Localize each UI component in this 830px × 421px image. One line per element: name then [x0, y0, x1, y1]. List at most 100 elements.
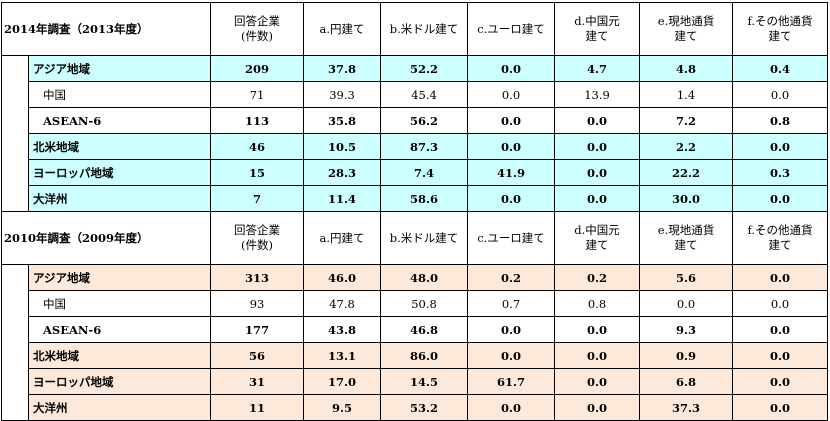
column-header-label: b.米ドル建て	[389, 230, 459, 245]
indent-cell	[1, 316, 29, 343]
column-header-label: f.その他通貨 建て	[747, 223, 813, 252]
value-cell: 0.0	[732, 133, 829, 160]
region-name: ASEAN-6	[27, 316, 212, 343]
column-header-label: c.ユーロ建て	[477, 21, 545, 36]
value-cell: 43.8	[303, 316, 382, 343]
value-cell: 0.0	[554, 342, 641, 369]
value-cell: 11	[210, 394, 305, 421]
value-cell: 0.0	[732, 290, 829, 317]
column-header: c.ユーロ建て	[467, 2, 556, 56]
value-cell: 0.9	[639, 342, 734, 369]
value-cell: 45.4	[380, 81, 469, 108]
column-header: e.現地通貨 建て	[639, 2, 734, 56]
table-row: ASEAN-6 177 43.8 46.8 0.0 0.0 9.3 0.0	[1, 316, 829, 343]
table-row: アジア地域 209 37.8 52.2 0.0 4.7 4.8 0.4	[1, 55, 829, 82]
value-cell: 0.0	[554, 107, 641, 134]
value-cell: 0.8	[554, 290, 641, 317]
table-row: 大洋州 7 11.4 58.6 0.0 0.0 30.0 0.0	[1, 185, 829, 212]
value-cell: 0.0	[467, 81, 556, 108]
column-header: d.中国元 建て	[554, 211, 641, 265]
value-cell: 28.3	[303, 159, 382, 186]
column-header: d.中国元 建て	[554, 2, 641, 56]
indent-cell	[1, 290, 29, 317]
column-header: a.円建て	[303, 2, 382, 56]
value-cell: 4.7	[554, 55, 641, 82]
value-cell: 7.2	[639, 107, 734, 134]
column-header-label: b.米ドル建て	[389, 21, 459, 36]
column-header: f.その他通貨 建て	[732, 211, 829, 265]
table-row: 中国 71 39.3 45.4 0.0 13.9 1.4 0.0	[1, 81, 829, 108]
table-row: 北米地域 56 13.1 86.0 0.0 0.0 0.9 0.0	[1, 342, 829, 369]
indent-cell	[1, 81, 29, 108]
value-cell: 7.4	[380, 159, 469, 186]
value-cell: 0.0	[732, 81, 829, 108]
table-row: アジア地域 313 46.0 48.0 0.2 0.2 5.6 0.0	[1, 264, 829, 291]
column-header: f.その他通貨 建て	[732, 2, 829, 56]
indent-cell	[1, 394, 29, 421]
region-name: ASEAN-6	[27, 107, 212, 134]
value-cell: 0.2	[554, 264, 641, 291]
indent-cell	[1, 342, 29, 369]
value-cell: 22.2	[639, 159, 734, 186]
value-cell: 35.8	[303, 107, 382, 134]
value-cell: 0.0	[732, 264, 829, 291]
region-name: 大洋州	[27, 394, 212, 421]
section-header-row: 2014年調査（2013年度） 回答企業 (件数) a.円建て b.米ドル建て c.ユー…	[0, 2, 829, 56]
table-row: 大洋州 11 9.5 53.2 0.0 0.0 37.3 0.0	[1, 394, 829, 421]
region-name: 北米地域	[27, 342, 212, 369]
value-cell: 52.2	[380, 55, 469, 82]
indent-cell	[1, 185, 29, 212]
value-cell: 0.0	[732, 316, 829, 343]
column-header-label: a.円建て	[319, 21, 365, 36]
indent-cell	[1, 368, 29, 395]
value-cell: 53.2	[380, 394, 469, 421]
value-cell: 87.3	[380, 133, 469, 160]
table-row: 中国 93 47.8 50.8 0.7 0.8 0.0 0.0	[1, 290, 829, 317]
value-cell: 14.5	[380, 368, 469, 395]
value-cell: 93	[210, 290, 305, 317]
value-cell: 9.3	[639, 316, 734, 343]
region-name: 北米地域	[27, 133, 212, 160]
value-cell: 0.7	[467, 290, 556, 317]
indent-cell	[1, 133, 29, 160]
column-header: 回答企業 (件数)	[210, 211, 305, 265]
value-cell: 13.9	[554, 81, 641, 108]
value-cell: 2.2	[639, 133, 734, 160]
column-header: a.円建て	[303, 211, 382, 265]
value-cell: 0.0	[554, 316, 641, 343]
value-cell: 37.8	[303, 55, 382, 82]
region-name: 大洋州	[27, 185, 212, 212]
value-cell: 0.2	[467, 264, 556, 291]
column-header-label: 回答企業 (件数)	[234, 14, 281, 43]
value-cell: 61.7	[467, 368, 556, 395]
value-cell: 46.0	[303, 264, 382, 291]
table-row: ヨーロッパ地域 31 17.0 14.5 61.7 0.0 6.8 0.0	[1, 368, 829, 395]
region-name: ヨーロッパ地域	[27, 368, 212, 395]
column-header-label: f.その他通貨 建て	[747, 14, 813, 43]
value-cell: 13.1	[303, 342, 382, 369]
region-name: アジア地域	[27, 55, 212, 82]
value-cell: 46.8	[380, 316, 469, 343]
column-header-label: d.中国元 建て	[574, 14, 620, 43]
value-cell: 4.8	[639, 55, 734, 82]
table-row: ヨーロッパ地域 15 28.3 7.4 41.9 0.0 22.2 0.3	[1, 159, 829, 186]
value-cell: 47.8	[303, 290, 382, 317]
value-cell: 37.3	[639, 394, 734, 421]
value-cell: 5.6	[639, 264, 734, 291]
region-name: アジア地域	[27, 264, 212, 291]
section-title: 2010年調査（2009年度）	[0, 211, 212, 265]
column-header-label: c.ユーロ建て	[477, 230, 545, 245]
region-name: ヨーロッパ地域	[27, 159, 212, 186]
value-cell: 41.9	[467, 159, 556, 186]
value-cell: 39.3	[303, 81, 382, 108]
value-cell: 0.0	[554, 394, 641, 421]
value-cell: 58.6	[380, 185, 469, 212]
region-name: 中国	[27, 290, 212, 317]
column-header-label: d.中国元 建て	[574, 223, 620, 252]
value-cell: 11.4	[303, 185, 382, 212]
column-header-label: e.現地通貨 建て	[657, 14, 715, 43]
value-cell: 0.0	[467, 316, 556, 343]
value-cell: 56.2	[380, 107, 469, 134]
